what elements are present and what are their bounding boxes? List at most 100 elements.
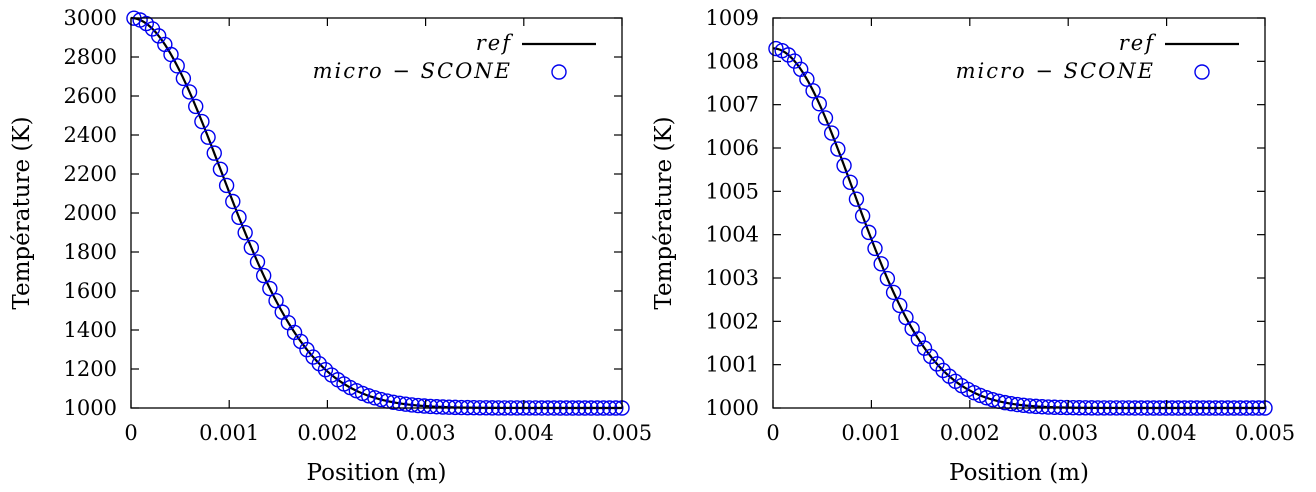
- scone-point-left: [225, 193, 241, 210]
- scone-point-right: [879, 270, 896, 287]
- y-tick-label-right-2: 1002: [706, 309, 759, 333]
- scone-point-left: [181, 84, 198, 100]
- x-tick-label-right-3: 0.003: [1038, 421, 1098, 445]
- chart-right: 0 0.001 0.002 0.003 0.004 0.005 1000 1001 1002 10…: [651, 6, 1295, 486]
- y-tick-label-right-8: 1008: [706, 49, 759, 73]
- scone-point-left: [206, 145, 222, 161]
- scone-point-left: [398, 396, 414, 412]
- scone-point-left: [435, 399, 451, 415]
- scone-point-right: [1003, 396, 1019, 412]
- x-tick-label-left-5: 0.005: [592, 421, 652, 445]
- scone-point-right: [867, 240, 883, 257]
- y-tick-label-left-4: 1800: [64, 240, 117, 264]
- scone-point-right: [873, 256, 889, 272]
- series-ref-line-right: [772, 47, 1265, 410]
- scone-point-left: [169, 58, 185, 74]
- legend-label-ref-right: ref: [1119, 31, 1156, 55]
- scone-point-right: [830, 141, 846, 157]
- y-tick-label-right-9: 1009: [706, 6, 759, 30]
- scone-point-left: [231, 209, 247, 225]
- y-tick-label-left-5: 2000: [64, 201, 117, 225]
- scone-point-left: [218, 177, 235, 194]
- x-tick-label-left-2: 0.002: [297, 421, 357, 445]
- scone-point-left: [373, 391, 389, 408]
- scone-point-right: [892, 297, 908, 314]
- plot-frame-right: [772, 17, 1266, 409]
- y-tick-label-left-2: 1400: [64, 318, 117, 342]
- y-tick-label-left-10: 3000: [64, 6, 117, 30]
- scone-point-left: [200, 129, 216, 145]
- scone-point-right: [885, 284, 902, 301]
- y-tick-label-left-6: 2200: [64, 162, 117, 186]
- y-tick-label-right-0: 1000: [706, 396, 759, 420]
- scone-point-right: [811, 96, 827, 112]
- scone-point-right: [861, 224, 877, 241]
- y-axis-label-left: Température (K): [9, 116, 35, 309]
- scone-point-left: [255, 267, 272, 284]
- legend-label-scone-right: micro − SCONE: [956, 59, 1155, 83]
- x-tick-label-right-1: 0.001: [841, 421, 901, 445]
- scone-point-right: [997, 394, 1013, 411]
- y-tick-label-left-7: 2400: [64, 123, 117, 147]
- scone-point-left: [249, 254, 266, 270]
- series-layer-right: [768, 40, 1273, 416]
- scone-point-right: [1009, 396, 1026, 413]
- x-tick-label-left-3: 0.003: [396, 421, 456, 445]
- scone-point-left: [188, 98, 204, 115]
- scone-point-left: [367, 390, 383, 406]
- scone-point-right: [848, 191, 865, 207]
- scone-point-left: [243, 239, 260, 256]
- scone-point-right: [1034, 399, 1050, 415]
- y-tick-label-right-1: 1001: [706, 353, 759, 377]
- scone-point-left: [194, 113, 210, 130]
- scone-point-left: [293, 333, 309, 350]
- x-tick-label-left-0: 0: [124, 421, 137, 445]
- scone-point-left: [175, 70, 192, 87]
- scone-point-right: [1022, 398, 1038, 414]
- y-tick-label-left-1: 1200: [64, 357, 117, 381]
- y-tick-label-right-3: 1003: [706, 266, 759, 290]
- scone-point-right: [823, 125, 840, 141]
- legend-label-scone-left: micro − SCONE: [313, 59, 512, 83]
- scone-point-left: [428, 399, 445, 415]
- legend-marker-scone-right: [1194, 64, 1210, 80]
- scone-point-right: [768, 40, 784, 57]
- scone-point-right: [1028, 398, 1044, 415]
- ticks-right: 0 0.001 0.002 0.003 0.004 0.005 1000 1001 1002 10…: [706, 6, 1296, 445]
- x-axis-label-right: Position (m): [949, 460, 1089, 486]
- y-axis-label-right: Température (K): [651, 116, 677, 309]
- scone-point-left: [391, 395, 408, 412]
- scone-point-right: [842, 174, 858, 190]
- scone-point-left: [212, 161, 229, 177]
- scone-point-right: [984, 391, 1001, 408]
- scone-point-left: [311, 356, 327, 372]
- scone-point-right: [1015, 397, 1032, 414]
- legend-left: ref micro − SCONE: [313, 31, 596, 83]
- y-tick-label-right-5: 1005: [706, 179, 759, 203]
- scone-point-left: [416, 398, 433, 414]
- x-tick-label-right-2: 0.002: [940, 421, 1000, 445]
- x-tick-label-left-1: 0.001: [199, 421, 259, 445]
- scone-point-right: [836, 157, 852, 174]
- scone-point-right: [780, 47, 797, 63]
- x-axis-label-left: Position (m): [307, 460, 447, 486]
- scone-point-right: [817, 110, 834, 126]
- chart-left: 0 0.001 0.002 0.003 0.004 0.005 1000 1200 1400 16…: [9, 6, 652, 486]
- y-tick-label-right-6: 1006: [706, 136, 759, 160]
- scone-point-left: [237, 224, 253, 241]
- scone-point-left: [404, 397, 420, 413]
- scone-point-right: [1040, 399, 1057, 415]
- y-tick-label-right-4: 1004: [706, 223, 759, 247]
- ticks-left: 0 0.001 0.002 0.003 0.004 0.005 1000 1200 1400 16…: [64, 6, 653, 445]
- scone-point-right: [805, 83, 821, 99]
- scone-point-left: [262, 280, 278, 297]
- y-tick-label-left-3: 1600: [64, 279, 117, 303]
- scone-point-left: [422, 398, 439, 415]
- scone-point-left: [385, 394, 402, 410]
- legend-marker-scone-left: [551, 64, 567, 80]
- y-tick-label-left-8: 2600: [64, 84, 117, 108]
- y-tick-label-right-7: 1007: [706, 93, 759, 117]
- scone-point-left: [441, 399, 457, 415]
- y-tick-label-left-9: 2800: [64, 45, 117, 69]
